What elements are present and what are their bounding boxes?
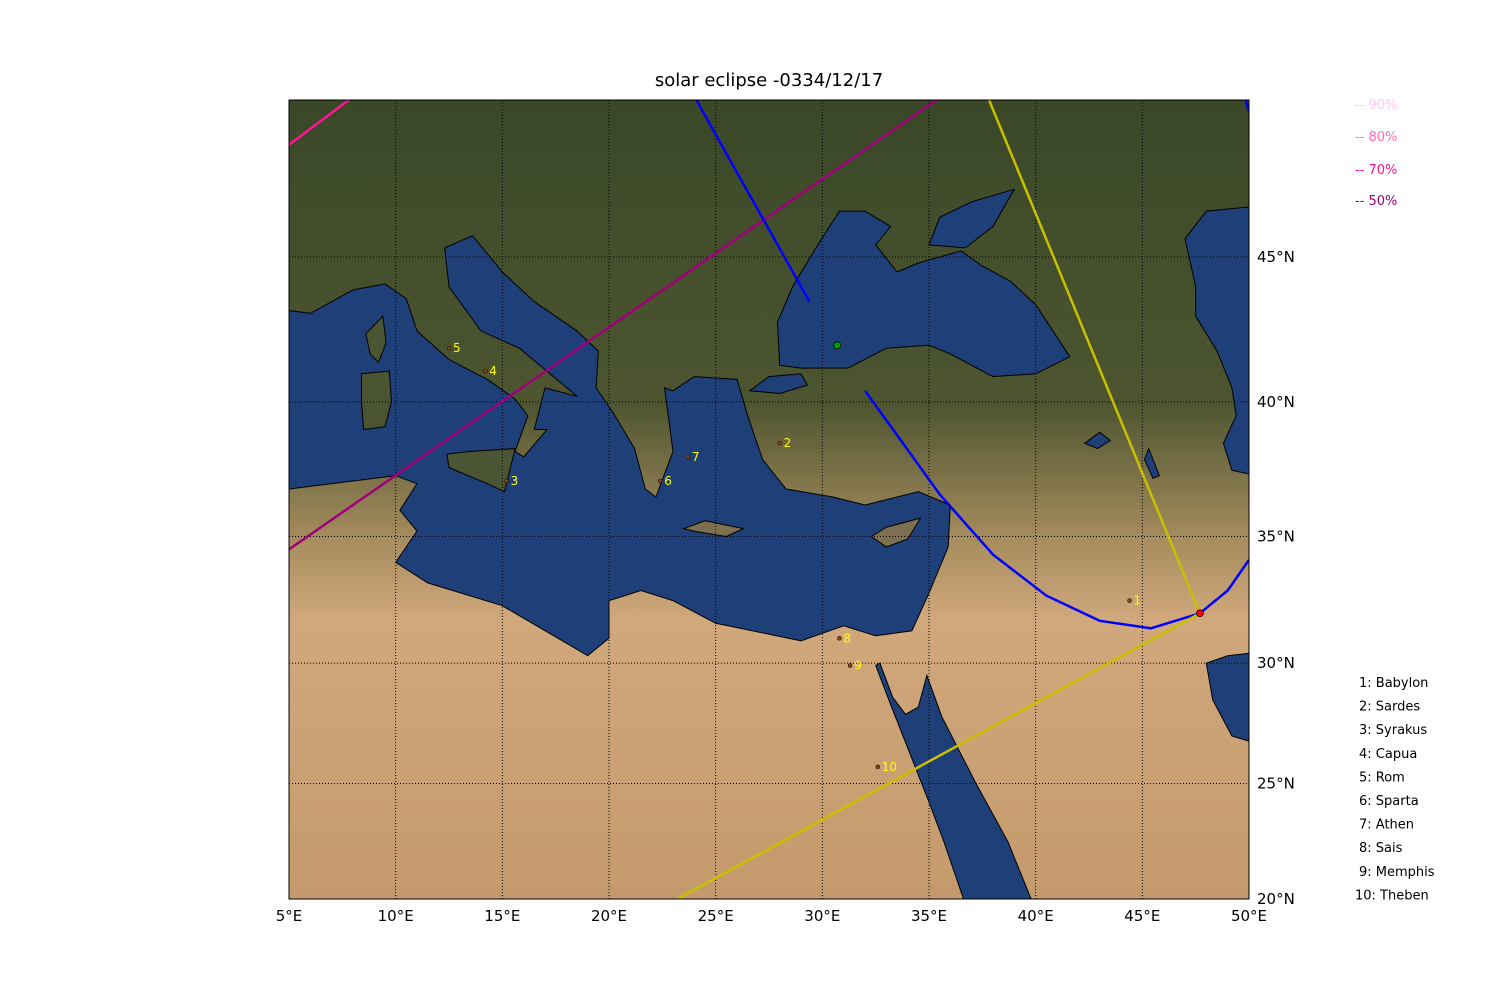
city-marker-capua bbox=[483, 368, 488, 374]
eclipse-point-marker bbox=[1196, 609, 1204, 618]
longitude-tick-label: 25°E bbox=[698, 907, 734, 925]
mediterranean-sea bbox=[289, 235, 951, 657]
city-number-label: 3 bbox=[511, 474, 519, 488]
longitude-tick-label: 50°E bbox=[1231, 907, 1267, 925]
city-legend-entry: 8: Sais bbox=[1359, 841, 1403, 856]
city-number-label: 9 bbox=[854, 659, 862, 673]
city-number-label: 5 bbox=[453, 341, 461, 355]
eclipse-line-blue-curve bbox=[863, 389, 1249, 630]
longitude-tick-label: 40°E bbox=[1018, 907, 1054, 925]
longitude-tick-label: 30°E bbox=[804, 907, 840, 925]
lake-urmia bbox=[1143, 447, 1161, 479]
lake-van bbox=[1083, 431, 1112, 450]
city-number-label: 6 bbox=[664, 474, 672, 488]
latitude-tick-label: 35°N bbox=[1257, 527, 1295, 545]
city-marker-sais bbox=[837, 636, 842, 641]
longitude-tick-label: 5°E bbox=[276, 907, 303, 925]
eclipse-line-50pct bbox=[289, 100, 939, 551]
eclipse-line-70pct bbox=[289, 100, 351, 146]
corsica-island bbox=[365, 315, 387, 364]
city-legend-entry: 5: Rom bbox=[1359, 770, 1405, 785]
sea-of-azov bbox=[928, 188, 1016, 249]
longitude-tick-label: 10°E bbox=[378, 907, 414, 925]
city-legend-entry: 6: Sparta bbox=[1359, 794, 1419, 809]
city-number-label: 4 bbox=[489, 364, 497, 378]
city-legend-entry: 1: Babylon bbox=[1359, 676, 1428, 691]
sardinia-island bbox=[361, 370, 392, 431]
city-legend-entry: 2: Sardes bbox=[1359, 700, 1420, 715]
longitude-tick-label: 35°E bbox=[911, 907, 947, 925]
map-area: 1 2 3 4 5 6 7 89 10 bbox=[289, 100, 1249, 899]
longitude-tick-label: 15°E bbox=[484, 907, 520, 925]
obscuration-legend-entry: -- 90% bbox=[1355, 98, 1397, 113]
city-marker-syrakus bbox=[504, 478, 509, 484]
city-number-label: 10 bbox=[882, 760, 897, 774]
latitude-tick-label: 20°N bbox=[1257, 890, 1295, 908]
eclipse-line-blue-north bbox=[694, 100, 811, 303]
latitude-tick-label: 30°N bbox=[1257, 654, 1295, 672]
city-marker-sparta bbox=[657, 478, 663, 484]
city-marker-rom bbox=[446, 345, 452, 351]
city-number-label: 1 bbox=[1134, 594, 1142, 608]
city-marker-memphis bbox=[847, 663, 853, 668]
latitude-tick-label: 25°N bbox=[1257, 774, 1295, 792]
longitude-tick-label: 45°E bbox=[1124, 907, 1160, 925]
city-legend-entry: 10: Theben bbox=[1355, 888, 1429, 903]
cyprus-island bbox=[870, 517, 922, 548]
city-number-label: 8 bbox=[843, 631, 851, 645]
red-sea bbox=[875, 662, 1032, 899]
city-marker-sardes bbox=[777, 440, 782, 446]
city-legend-entry: 3: Syrakus bbox=[1359, 723, 1427, 738]
caspian-sea bbox=[1184, 206, 1249, 475]
map-title: solar eclipse -0334/12/17 bbox=[654, 70, 884, 91]
obscuration-legend-entry: -- 50% bbox=[1355, 194, 1397, 209]
city-number-label: 2 bbox=[784, 436, 792, 450]
city-legend-entry: 4: Capua bbox=[1359, 747, 1417, 762]
eclipse-point-marker bbox=[833, 341, 842, 350]
black-sea bbox=[776, 210, 1071, 378]
city-legend-entry: 9: Memphis bbox=[1359, 865, 1435, 880]
city-number-label: 7 bbox=[692, 450, 700, 464]
city-marker-babylon bbox=[1127, 598, 1132, 603]
persian-gulf bbox=[1205, 652, 1249, 742]
obscuration-legend-entry: -- 80% bbox=[1355, 130, 1397, 145]
map-frame bbox=[288, 99, 1250, 900]
obscuration-legend-entry: -- 70% bbox=[1355, 163, 1397, 178]
latitude-tick-label: 40°N bbox=[1257, 393, 1295, 411]
sea-of-marmara bbox=[748, 373, 809, 395]
longitude-tick-label: 20°E bbox=[591, 907, 627, 925]
city-marker-athen bbox=[685, 454, 691, 460]
sicily-island bbox=[446, 448, 516, 493]
city-legend-entry: 7: Athen bbox=[1359, 818, 1414, 833]
city-marker-theben bbox=[875, 764, 881, 770]
crete-island bbox=[681, 520, 745, 538]
latitude-tick-label: 45°N bbox=[1257, 248, 1295, 266]
